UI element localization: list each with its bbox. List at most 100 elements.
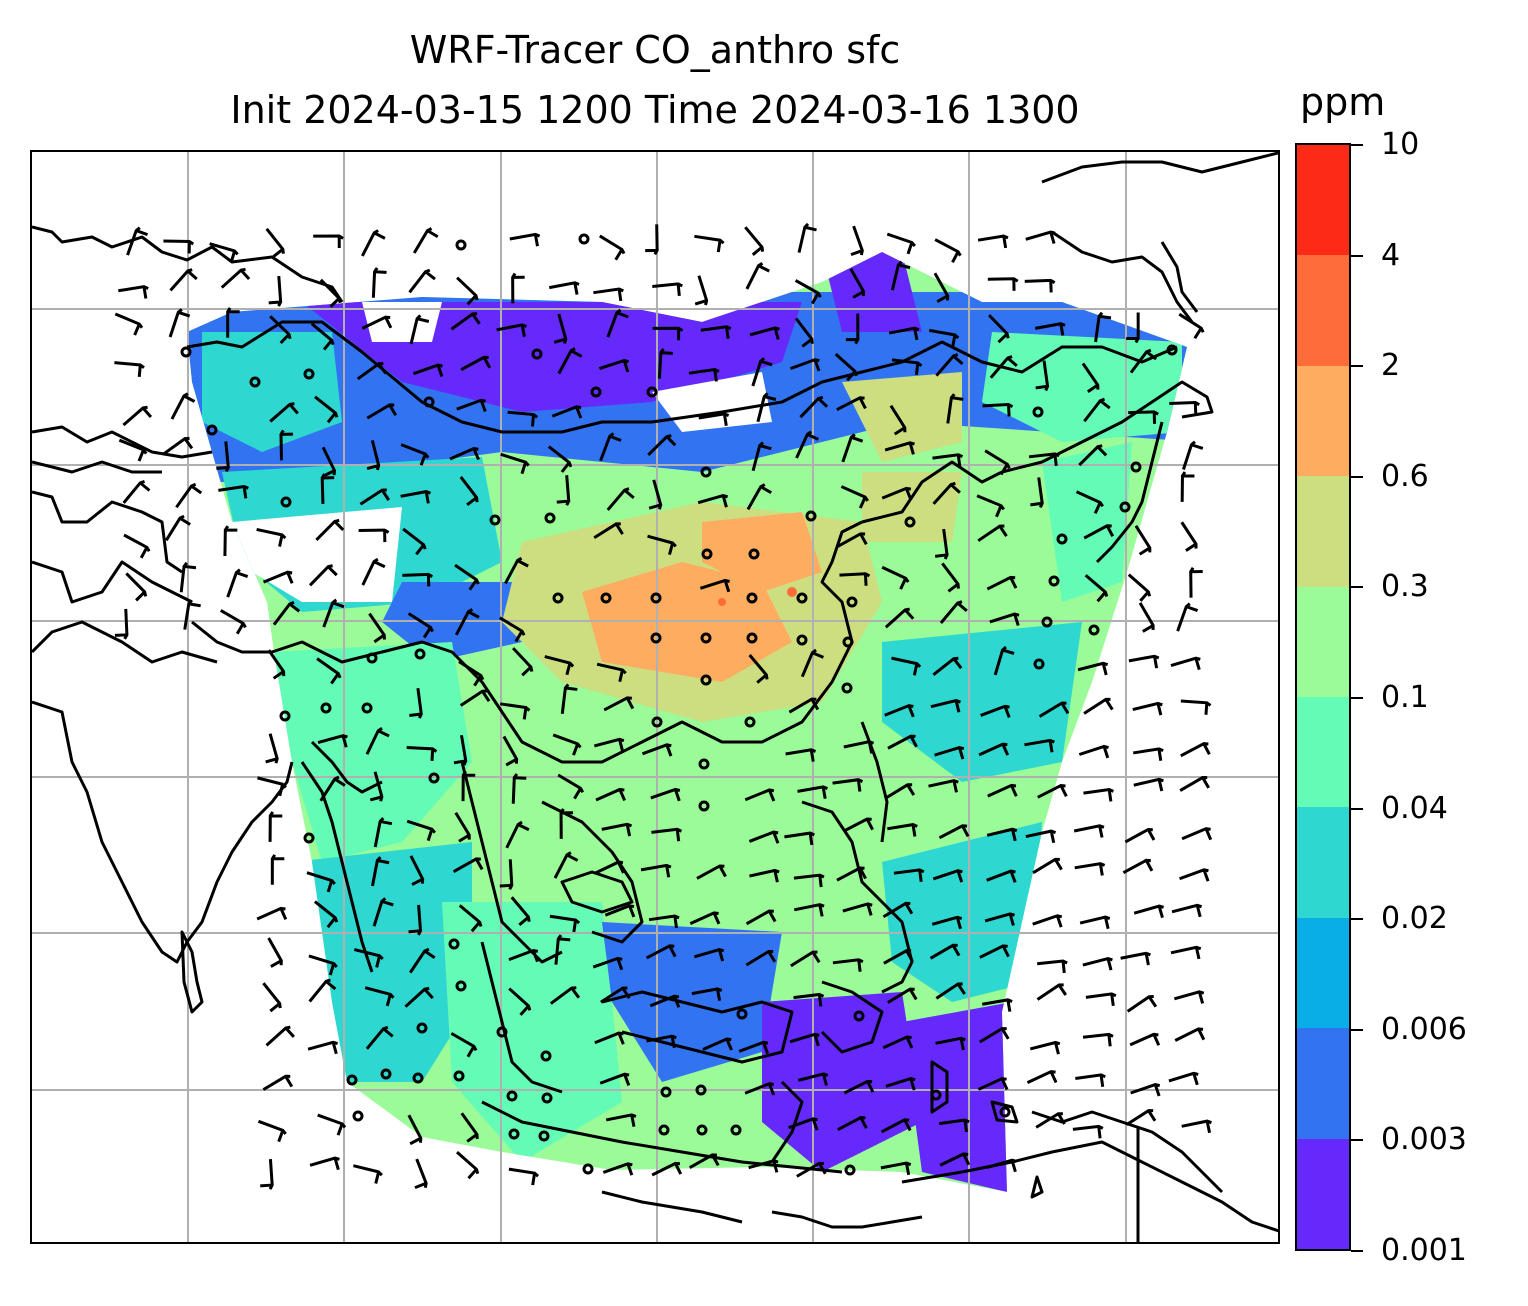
colorbar-tick — [1351, 254, 1363, 257]
calm-wind-circle — [582, 1163, 594, 1175]
wind-barb — [122, 405, 153, 427]
wind-barb — [407, 1114, 423, 1146]
wind-barb — [933, 272, 950, 304]
wind-barb — [1079, 915, 1111, 930]
map-panel — [30, 150, 1280, 1244]
wind-barb — [123, 533, 151, 559]
wind-barb — [317, 1113, 347, 1136]
wind-barb — [744, 788, 776, 802]
wind-barb — [887, 734, 918, 750]
wind-barb — [1122, 858, 1154, 875]
wind-barb — [1037, 959, 1068, 974]
wind-barb — [408, 947, 436, 974]
wind-barb — [499, 702, 531, 720]
wind-barb — [1094, 311, 1112, 343]
wind-barb — [648, 914, 680, 929]
wind-barb — [693, 947, 725, 962]
wind-barb — [601, 822, 633, 837]
wind-barb — [649, 994, 681, 1008]
wind-barb — [125, 572, 148, 602]
wind-barb — [267, 649, 286, 680]
wind-barb — [977, 1077, 1009, 1091]
wind-barb — [980, 704, 1011, 719]
wind-barb — [843, 740, 875, 754]
calm-wind-circle — [846, 596, 858, 608]
wind-barb — [882, 1035, 914, 1050]
wind-barb — [175, 482, 203, 509]
wind-barb — [1181, 827, 1213, 841]
wind-barb — [840, 485, 869, 509]
wind-barb — [256, 906, 288, 921]
calm-wind-circle — [455, 239, 467, 251]
wind-barb — [745, 909, 777, 926]
wind-barb — [648, 479, 663, 510]
wind-barb — [549, 986, 581, 1005]
wind-barb — [226, 568, 249, 598]
wind-barb — [459, 689, 491, 707]
calm-wind-circle — [1119, 501, 1131, 513]
wind-barb — [1083, 524, 1115, 540]
wind-barb — [1126, 995, 1158, 1013]
calm-wind-circle — [796, 592, 808, 604]
wind-barb — [748, 1159, 779, 1173]
chart-title-line2: Init 2024-03-15 1200 Time 2024-03-16 130… — [230, 88, 1080, 132]
wind-barb — [458, 904, 483, 933]
wind-barb — [603, 696, 635, 712]
wind-barb — [751, 441, 772, 472]
wind-barb — [499, 859, 514, 891]
wind-barb — [984, 912, 1015, 926]
wind-barb — [599, 234, 626, 261]
wind-barb — [1084, 574, 1109, 603]
wind-barb — [504, 556, 529, 585]
wind-barb — [368, 612, 386, 644]
wind-barb — [598, 358, 630, 373]
colorbar-tick-label: 0.006 — [1381, 1011, 1467, 1047]
wind-barb — [454, 563, 480, 591]
wind-barb — [793, 992, 825, 1007]
wind-barb — [987, 277, 1019, 291]
colorbar-segment — [1297, 586, 1349, 697]
wind-barb — [450, 312, 481, 331]
wind-barb — [799, 395, 829, 419]
calm-wind-circle — [698, 758, 710, 770]
colorbar-tick-label: 0.02 — [1381, 901, 1448, 937]
wind-barb — [1026, 1070, 1058, 1084]
wind-barb — [934, 528, 949, 560]
wind-barb — [268, 275, 283, 307]
colorbar-tick — [1351, 697, 1363, 699]
wind-barb — [509, 232, 541, 247]
wind-barb — [359, 488, 391, 506]
wind-barb — [592, 956, 624, 971]
calm-wind-circle — [805, 510, 817, 522]
wind-barb — [361, 557, 386, 586]
wind-barb — [941, 562, 960, 593]
wind-barb — [1132, 701, 1163, 716]
wind-barb — [316, 657, 342, 685]
wind-barb — [1129, 348, 1158, 374]
wind-barb — [700, 325, 732, 339]
colorbar-tick — [1351, 1250, 1363, 1252]
colorbar-tick-label: 2 — [1381, 348, 1401, 384]
calm-wind-circle — [428, 772, 440, 784]
wind-barb — [988, 314, 1010, 344]
calm-wind-circle — [1041, 616, 1053, 628]
wind-barb — [370, 856, 390, 887]
wind-barb — [797, 785, 828, 799]
wind-barb — [118, 438, 148, 462]
wind-barb — [1133, 904, 1164, 919]
calm-wind-circle — [660, 1086, 672, 1098]
wind-barb — [1179, 868, 1210, 882]
wind-barb — [845, 313, 860, 345]
wind-barb — [272, 600, 301, 626]
wind-barb — [640, 863, 672, 878]
calm-wind-circle — [650, 592, 662, 604]
wind-barb — [319, 278, 342, 308]
calm-wind-circle — [448, 938, 460, 950]
wind-barb — [928, 779, 959, 793]
calm-wind-circle — [552, 592, 564, 604]
wind-barb — [364, 986, 395, 1007]
wind-barb — [505, 820, 530, 849]
wind-barb — [646, 1034, 677, 1049]
wind-barb — [744, 226, 765, 256]
wind-barb — [220, 267, 251, 289]
